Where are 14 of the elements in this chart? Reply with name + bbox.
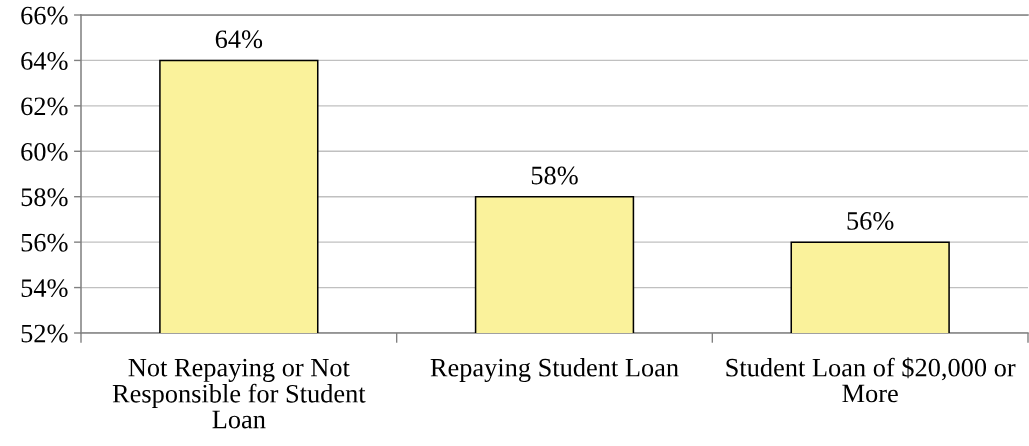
data-label: 64% <box>215 30 263 49</box>
x-tick-label: Repaying Student Loan <box>430 358 679 383</box>
y-tick-label: 54% <box>21 279 68 298</box>
data-label: 56% <box>847 212 894 230</box>
y-tick-label: 60% <box>21 142 68 161</box>
y-tick-label: 56% <box>21 233 68 252</box>
y-tick-label: 62% <box>21 97 68 116</box>
y-tick-label: 52% <box>21 324 68 343</box>
y-tick-label: 66% <box>21 6 68 25</box>
y-tick-label: 58% <box>21 188 68 207</box>
y-tick-label: 64% <box>21 52 68 70</box>
data-label: 58% <box>531 166 578 185</box>
x-tick-label: Student Loan of $20,000 or More <box>726 357 1016 403</box>
x-tick-label: Not Repaying or Not Responsible for Student Loan <box>112 358 366 429</box>
